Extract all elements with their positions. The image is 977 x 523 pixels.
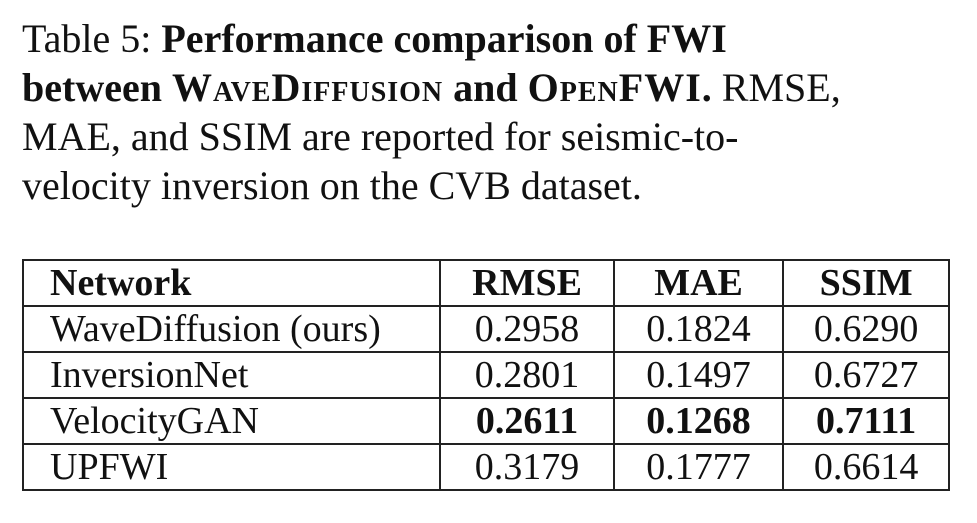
mae-value: 0.1777	[612, 443, 785, 491]
caption-title-mid: and	[443, 65, 528, 110]
results-table: Network RMSE MAE SSIM WaveDiffusion (our…	[21, 259, 950, 491]
header-mae: MAE	[612, 259, 785, 307]
table-row: UPFWI 0.3179 0.1777 0.6614	[21, 443, 950, 491]
mae-value: 0.1824	[612, 305, 785, 353]
table-row: WaveDiffusion (ours) 0.2958 0.1824 0.629…	[21, 305, 950, 353]
caption-method-b: OpenFWI	[527, 65, 702, 110]
caption-label: Table 5:	[22, 16, 162, 61]
caption-description: RMSE, MAE, and SSIM are reported for sei…	[22, 65, 841, 208]
caption-title: Performance comparison of FWI between Wa…	[22, 16, 727, 110]
ssim-value: 0.6727	[782, 351, 950, 399]
network-name: UPFWI	[21, 443, 442, 491]
ssim-value: 0.6614	[782, 443, 950, 491]
caption-title-end: .	[701, 65, 712, 110]
ssim-value: 0.7111	[782, 397, 950, 445]
rmse-value: 0.2611	[439, 397, 615, 445]
caption-method-a: WaveDiffusion	[171, 65, 444, 110]
rmse-value: 0.3179	[439, 443, 615, 491]
rmse-value: 0.2958	[439, 305, 615, 353]
header-rmse: RMSE	[439, 259, 615, 307]
caption-title-pre: Performance comparison of FWI between	[22, 16, 727, 110]
ssim-value: 0.6290	[782, 305, 950, 353]
header-network: Network	[21, 259, 442, 307]
table-row: VelocityGAN 0.2611 0.1268 0.7111	[21, 397, 950, 445]
table-caption: Table 5: Performance comparison of FWI b…	[22, 14, 842, 210]
table-header-row: Network RMSE MAE SSIM	[21, 259, 950, 307]
table-row: InversionNet 0.2801 0.1497 0.6727	[21, 351, 950, 399]
header-ssim: SSIM	[782, 259, 950, 307]
network-name: VelocityGAN	[21, 397, 442, 445]
mae-value: 0.1268	[612, 397, 785, 445]
mae-value: 0.1497	[612, 351, 785, 399]
rmse-value: 0.2801	[439, 351, 615, 399]
network-name: WaveDiffusion (ours)	[21, 305, 442, 353]
network-name: InversionNet	[21, 351, 442, 399]
